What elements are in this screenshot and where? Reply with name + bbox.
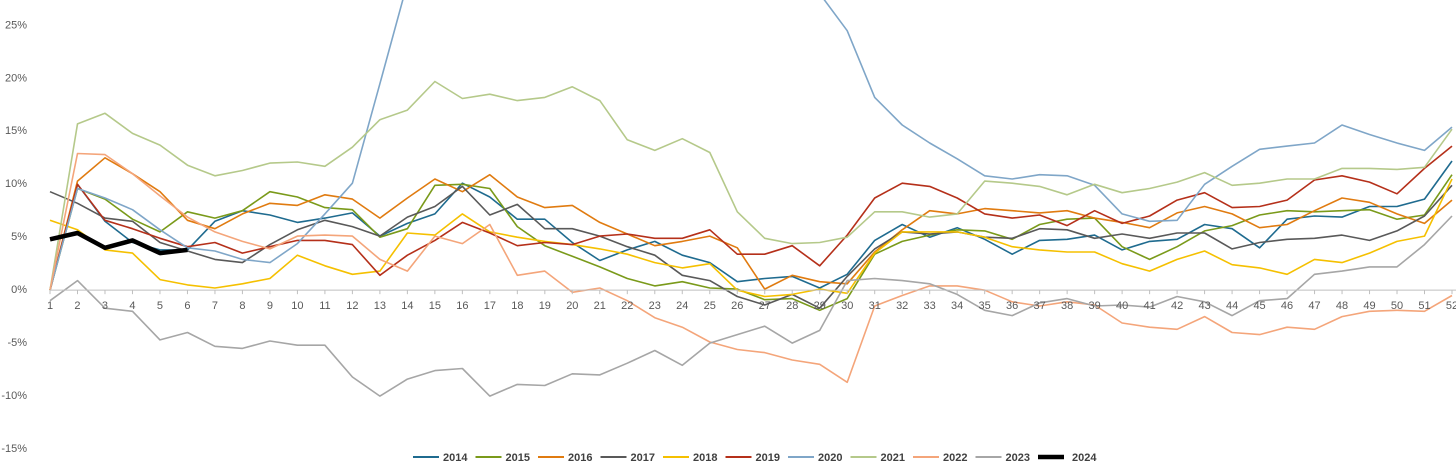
x-tick-label: 13 [374,300,386,312]
legend-label: 2022 [943,452,967,464]
x-tick-label: 26 [731,300,743,312]
x-tick-label: 17 [484,300,496,312]
x-tick-label: 31 [869,300,881,312]
legend-label: 2021 [881,452,905,464]
axes: -15%-10%-5%0%5%10%15%20%25%1 2 3 4 5 6 7 8 9 10 11… [1,19,1456,455]
y-tick-label: -5% [7,337,27,349]
x-tick-label: 4 [129,300,135,312]
plot-area [49,0,1453,397]
x-tick-label: 46 [1281,300,1293,312]
x-tick-label: 42 [1171,300,1183,312]
legend-label: 2019 [756,452,780,464]
x-tick-label: 37 [1034,300,1046,312]
x-tick-label: 40 [1116,300,1128,312]
x-tick-label: 49 [1363,300,1375,312]
series-line [49,178,1453,298]
x-tick-label: 47 [1308,300,1320,312]
x-tick-label: 18 [511,300,523,312]
x-tick-label: 10 [291,300,303,312]
legend-label: 2017 [631,452,655,464]
y-tick-label: 25% [5,19,27,31]
legend-label: 2016 [568,452,592,464]
x-tick-label: 22 [621,300,633,312]
series-line [49,174,1453,312]
x-tick-label: 15 [429,300,441,312]
x-tick-label: 14 [401,300,413,312]
x-tick-label: 5 [157,300,163,312]
x-tick-label: 11 [319,300,330,312]
x-tick-label: 3 [102,300,108,312]
x-tick-label: 1 [47,300,53,312]
y-tick-label: 10% [5,178,27,190]
x-tick-label: 2 [74,300,80,312]
series-line [49,0,1453,291]
series-line [49,145,1453,291]
x-tick-label: 23 [649,300,661,312]
x-tick-label: 16 [456,300,468,312]
y-tick-label: 20% [5,72,27,84]
y-tick-label: 15% [5,125,27,137]
x-tick-label: 9 [267,300,273,312]
series-line [49,160,1453,291]
x-tick-label: 50 [1391,300,1403,312]
x-tick-label: 7 [212,300,218,312]
x-tick-label: 36 [1006,300,1018,312]
x-tick-label: 41 [1143,300,1155,312]
y-tick-label: 5% [11,231,27,243]
x-tick-label: 20 [566,300,578,312]
series-line [49,152,1453,384]
x-tick-label: 43 [1198,300,1210,312]
x-tick-label: 51 [1418,300,1430,312]
x-tick-label: 39 [1089,300,1101,312]
legend-label: 2020 [818,452,842,464]
x-tick-label: 6 [184,300,190,312]
x-tick-label: 33 [924,300,936,312]
x-tick-label: 48 [1336,300,1348,312]
series-line [49,80,1453,291]
series-line [49,184,1453,309]
x-tick-label: 30 [841,300,853,312]
y-tick-label: -15% [1,443,27,455]
x-tick-label: 38 [1061,300,1073,312]
legend: 2014 2015 2016 2017 2018 2019 2020 2021 2022 2023… [413,452,1097,464]
series-line [49,157,1453,291]
legend-label: 2024 [1072,452,1097,464]
x-tick-label: 29 [814,300,826,312]
x-tick-label: 34 [951,300,963,312]
x-tick-label: 28 [786,300,798,312]
y-tick-label: -10% [1,390,27,402]
series-line [49,230,188,256]
legend-label: 2014 [443,452,468,464]
y-tick-label: 0% [11,284,27,296]
x-tick-label: 35 [979,300,991,312]
x-tick-label: 52 [1446,300,1456,312]
x-tick-label: 19 [539,300,551,312]
series-line [49,215,1453,397]
x-tick-label: 12 [346,300,358,312]
legend-label: 2018 [693,452,717,464]
x-tick-label: 24 [676,300,688,312]
x-tick-label: 25 [704,300,716,312]
x-tick-label: 21 [594,300,606,312]
x-tick-label: 44 [1226,300,1238,312]
legend-label: 2015 [506,452,530,464]
x-tick-label: 27 [759,300,771,312]
x-tick-label: 8 [239,300,245,312]
x-tick-label: 45 [1253,300,1265,312]
x-tick-label: 32 [896,300,908,312]
legend-label: 2023 [1006,452,1030,464]
